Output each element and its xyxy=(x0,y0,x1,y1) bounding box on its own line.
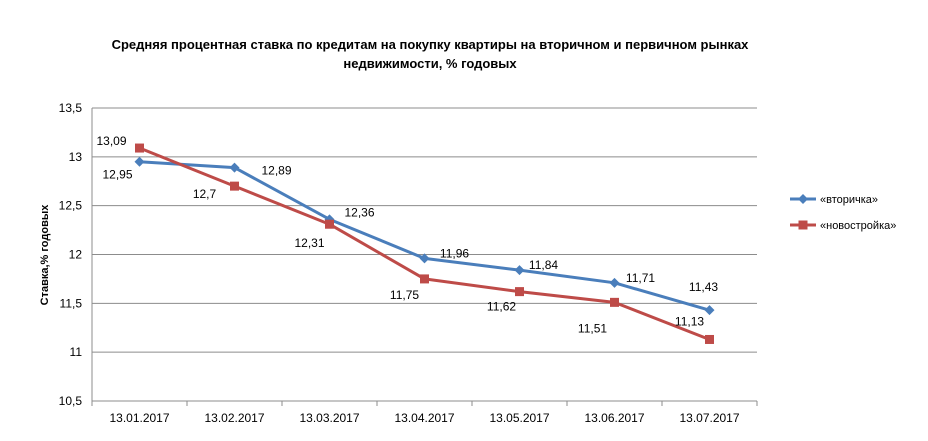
data-label: 11,75 xyxy=(390,288,419,302)
y-tick-label: 12 xyxy=(69,248,83,262)
data-label: 11,43 xyxy=(689,280,718,294)
series-line-1 xyxy=(139,160,710,312)
x-tick-label: 13.01.2017 xyxy=(109,411,169,425)
data-point xyxy=(704,305,715,316)
data-label: 11,62 xyxy=(487,300,516,314)
data-label: 12,95 xyxy=(102,168,132,182)
data-label: 11,84 xyxy=(529,258,558,272)
y-axis-label: Ставка,% годовых xyxy=(39,204,51,306)
data-point xyxy=(514,265,525,276)
data-point xyxy=(610,297,619,307)
data-label: 12,31 xyxy=(294,236,324,250)
y-tick-label: 11,5 xyxy=(60,296,83,310)
x-tick-label: 13.03.2017 xyxy=(299,411,359,425)
data-point xyxy=(230,181,239,191)
y-tick-label: 13 xyxy=(69,150,83,164)
data-label: 12,36 xyxy=(344,205,374,219)
legend-marker xyxy=(798,220,808,230)
data-label: 13,09 xyxy=(96,134,126,148)
data-label: 11,51 xyxy=(578,321,607,335)
x-tick-label: 13.05.2017 xyxy=(489,411,549,425)
data-point xyxy=(229,162,240,173)
data-label: 11,71 xyxy=(626,271,655,285)
data-point xyxy=(325,219,334,229)
data-point xyxy=(705,334,714,344)
data-label: 12,7 xyxy=(193,187,217,201)
data-point xyxy=(134,156,145,167)
legend-marker xyxy=(798,194,808,204)
y-tick-label: 12,5 xyxy=(59,199,83,213)
data-label: 11,13 xyxy=(675,314,704,328)
data-point xyxy=(515,287,524,297)
x-tick-label: 13.02.2017 xyxy=(204,411,264,425)
data-point xyxy=(420,274,429,284)
y-tick-label: 10,5 xyxy=(59,394,83,408)
y-tick-label: 11 xyxy=(70,345,83,359)
data-point xyxy=(609,277,620,288)
x-tick-label: 13.07.2017 xyxy=(679,411,739,425)
data-point xyxy=(419,253,430,264)
y-tick-label: 13,5 xyxy=(59,101,83,115)
legend-label: «вторичка» xyxy=(820,194,878,206)
data-label: 12,89 xyxy=(261,164,291,178)
series-line-2 xyxy=(138,146,711,341)
data-label: 11,96 xyxy=(440,246,469,260)
chart-title: Средняя процентная ставка по кредитам на… xyxy=(111,37,749,71)
legend-label: «новостройка» xyxy=(820,220,896,232)
x-tick-label: 13.04.2017 xyxy=(394,411,454,425)
data-point xyxy=(135,143,144,153)
x-tick-label: 13.06.2017 xyxy=(584,411,644,425)
